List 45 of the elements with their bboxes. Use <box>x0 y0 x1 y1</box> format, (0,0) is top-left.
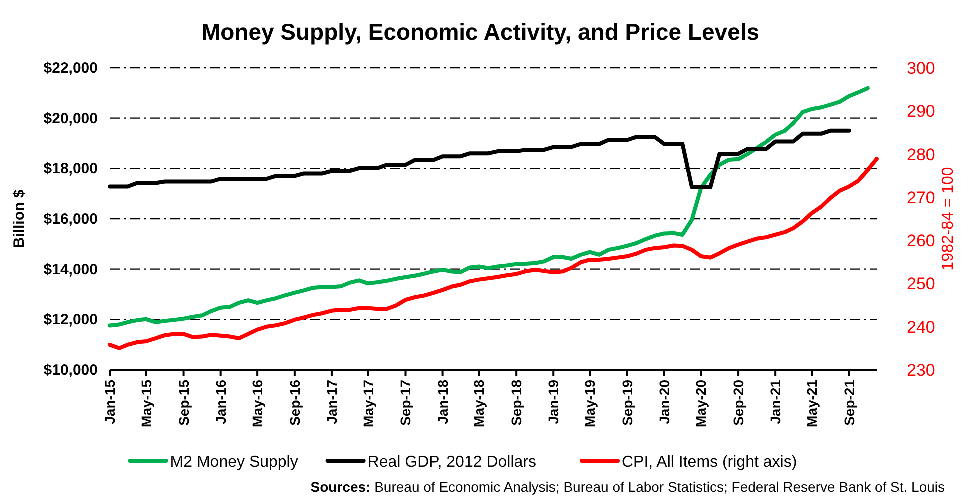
legend-label: CPI, All Items (right axis) <box>622 454 798 471</box>
x-tick-label: May-16 <box>250 380 266 428</box>
x-tick-label: May-20 <box>693 380 710 428</box>
x-tick-label: May-15 <box>138 380 154 428</box>
y-tick-label: $20,000 <box>44 110 98 128</box>
y2-axis-title: 1982-84 = 100 <box>940 167 957 271</box>
x-tick-label: Jan-20 <box>656 380 672 424</box>
x-tick-label: May-21 <box>804 380 820 428</box>
line-series <box>108 86 870 328</box>
legend-label: Real GDP, 2012 Dollars <box>368 454 536 471</box>
y-tick-label: $18,000 <box>44 160 98 178</box>
x-tick-label: Sep-15 <box>176 380 192 426</box>
x-tick-label: Sep-16 <box>286 380 303 426</box>
chart-title: Money Supply, Economic Activity, and Price Levels <box>201 19 760 45</box>
y-tick-label: $14,000 <box>44 261 98 278</box>
y2-tick-label: 300 <box>907 59 936 78</box>
x-tick-label: Sep-19 <box>619 380 636 426</box>
y2-tick-label: 280 <box>907 145 936 164</box>
y-tick-label: $22,000 <box>44 60 98 77</box>
y2-tick-label: 290 <box>907 102 936 122</box>
source-note: Sources: Bureau of Economic Analysis; Bureau of Labor Statistics; Federal Reserve Bank of St. Louis <box>310 479 945 495</box>
x-tick-label: Jan-17 <box>324 380 340 424</box>
x-tick-label: May-17 <box>360 380 376 428</box>
y-tick-label: $12,000 <box>44 312 98 329</box>
x-tick-label: Sep-17 <box>398 380 414 426</box>
x-tick-label: May-19 <box>582 380 598 428</box>
x-tick-label: Jan-18 <box>434 380 451 424</box>
x-tick-label: Jan-16 <box>212 380 229 424</box>
x-tick-label: Sep-21 <box>841 380 858 426</box>
y2-tick-label: 260 <box>907 232 936 251</box>
y-tick-label: $10,000 <box>44 362 98 379</box>
x-tick-label: Sep-20 <box>730 380 747 426</box>
y-tick-label: $16,000 <box>44 211 98 228</box>
y-axis-title: Billion $ <box>11 189 28 248</box>
legend-label: M2 Money Supply <box>170 454 298 471</box>
x-tick-label: Sep-18 <box>508 380 525 426</box>
y2-tick-label: 240 <box>907 318 936 337</box>
y2-tick-label: 230 <box>907 361 936 380</box>
x-tick-label: Jan-19 <box>546 380 562 424</box>
x-tick-label: Jan-15 <box>102 380 118 424</box>
x-tick-label: Jan-21 <box>768 380 784 424</box>
y2-tick-label: 270 <box>907 188 936 208</box>
y2-tick-label: 250 <box>907 274 936 294</box>
x-tick-label: May-18 <box>471 380 488 428</box>
line-series <box>108 157 879 350</box>
